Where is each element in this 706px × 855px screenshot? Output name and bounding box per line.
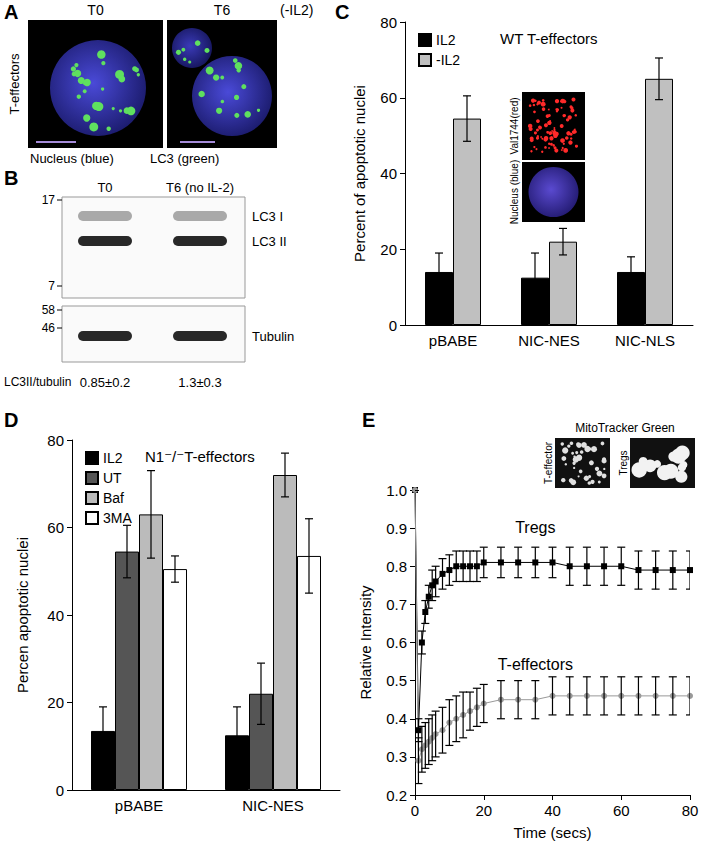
svg-text:NIC-NES: NIC-NES (518, 332, 580, 349)
svg-text:40: 40 (47, 607, 64, 624)
svg-text:T-effectors: T-effectors (498, 656, 573, 673)
svg-text:1.3±0.3: 1.3±0.3 (178, 375, 221, 390)
svg-text:B: B (4, 167, 18, 189)
svg-text:IL2: IL2 (103, 450, 123, 466)
svg-text:Nucleus (blue): Nucleus (blue) (509, 160, 520, 224)
svg-text:60: 60 (613, 802, 630, 819)
svg-text:-IL2: -IL2 (436, 52, 460, 68)
svg-text:80: 80 (682, 802, 699, 819)
svg-text:T-effectors: T-effectors (7, 53, 22, 115)
svg-text:Tubulin: Tubulin (252, 329, 294, 344)
svg-text:17: 17 (42, 193, 56, 207)
svg-text:Percen apoptotic nuclei: Percen apoptotic nuclei (14, 537, 31, 693)
svg-text:0.3: 0.3 (386, 748, 407, 765)
svg-text:0.2: 0.2 (386, 787, 407, 804)
svg-text:20: 20 (47, 694, 64, 711)
svg-text:NIC-NLS: NIC-NLS (615, 332, 675, 349)
svg-text:0: 0 (56, 782, 64, 799)
svg-text:pBABE: pBABE (115, 797, 163, 814)
svg-text:40: 40 (544, 802, 561, 819)
svg-text:pBABE: pBABE (429, 332, 477, 349)
svg-text:Tregs: Tregs (618, 450, 629, 475)
svg-text:0.6: 0.6 (386, 634, 407, 651)
svg-text:0.9: 0.9 (386, 520, 407, 537)
svg-text:20: 20 (380, 241, 397, 258)
svg-text:A: A (4, 1, 18, 23)
svg-text:UT: UT (103, 470, 122, 486)
svg-text:Relative Intensity: Relative Intensity (357, 585, 374, 700)
svg-text:1.0: 1.0 (386, 482, 407, 499)
svg-text:IL2: IL2 (436, 32, 456, 48)
svg-text:Time (secs): Time (secs) (514, 824, 592, 841)
svg-text:3MA: 3MA (103, 510, 132, 526)
svg-text:NIC-NES: NIC-NES (242, 797, 304, 814)
svg-text:20: 20 (475, 802, 492, 819)
svg-text:C: C (335, 1, 349, 23)
svg-text:Nucleus (blue): Nucleus (blue) (30, 151, 114, 166)
svg-text:60: 60 (47, 519, 64, 536)
svg-text:Tregs: Tregs (515, 519, 555, 536)
svg-text:T6 (no IL-2): T6 (no IL-2) (166, 180, 234, 195)
svg-text:T6: T6 (214, 2, 231, 18)
svg-text:7: 7 (48, 279, 55, 293)
svg-text:0: 0 (411, 802, 419, 819)
svg-text:Val1744(red): Val1744(red) (509, 97, 520, 154)
svg-text:0: 0 (389, 317, 397, 334)
svg-text:Baf: Baf (103, 490, 124, 506)
svg-text:80: 80 (380, 14, 397, 31)
svg-text:0.8: 0.8 (386, 558, 407, 575)
svg-text:LC3 II: LC3 II (252, 234, 287, 249)
svg-text:T-effector: T-effector (543, 441, 554, 484)
svg-text:N1⁻/⁻T-effectors: N1⁻/⁻T-effectors (145, 448, 255, 465)
svg-text:T0: T0 (87, 2, 104, 18)
svg-text:40: 40 (380, 165, 397, 182)
svg-text:Percent of apoptotic nuclei: Percent of apoptotic nuclei (351, 85, 368, 262)
svg-text:0.5: 0.5 (386, 672, 407, 689)
svg-text:LC3 I: LC3 I (252, 209, 283, 224)
svg-text:60: 60 (380, 89, 397, 106)
svg-text:LC3II/tubulin: LC3II/tubulin (4, 375, 71, 389)
svg-text:0.7: 0.7 (386, 596, 407, 613)
svg-text:(-IL2): (-IL2) (280, 2, 313, 18)
svg-text:46: 46 (42, 321, 56, 335)
svg-text:LC3 (green): LC3 (green) (150, 151, 219, 166)
svg-text:MitoTracker Green: MitoTracker Green (575, 421, 675, 435)
svg-text:0.85±0.2: 0.85±0.2 (80, 375, 131, 390)
svg-text:80: 80 (47, 432, 64, 449)
svg-text:WT T-effectors: WT T-effectors (500, 30, 598, 47)
svg-text:58: 58 (42, 303, 56, 317)
svg-text:D: D (4, 409, 18, 431)
svg-text:0.4: 0.4 (386, 710, 407, 727)
svg-text:T0: T0 (97, 180, 112, 195)
svg-text:E: E (362, 409, 375, 431)
